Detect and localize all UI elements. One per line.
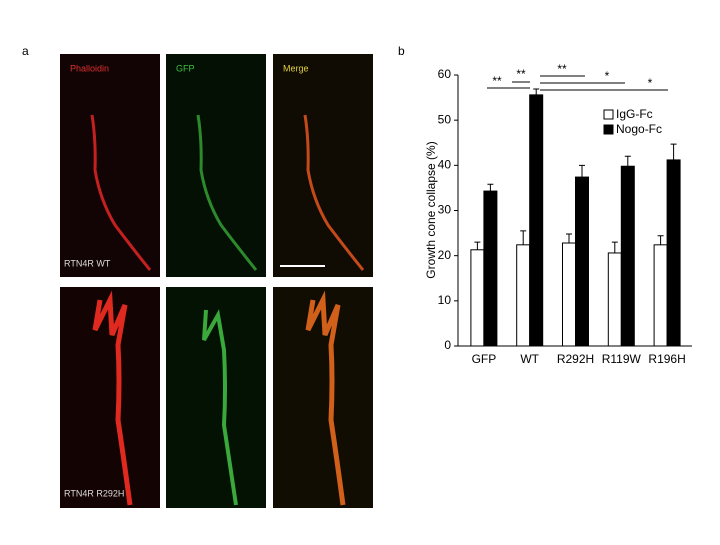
error-bar	[520, 230, 527, 245]
image-panel	[166, 287, 266, 508]
error-bar	[487, 183, 494, 192]
bar	[653, 244, 668, 347]
error-bar	[624, 155, 631, 167]
y-tick-label: 30	[438, 203, 452, 217]
bar	[620, 165, 635, 347]
y-tick-label: 60	[438, 67, 452, 81]
bar	[483, 190, 498, 347]
error-bar	[657, 235, 664, 245]
error-bar	[611, 241, 618, 253]
y-tick-label: 10	[438, 293, 452, 307]
row-label: RTN4R R292H	[64, 488, 124, 498]
image-panel	[166, 54, 266, 277]
panel-label: b	[398, 44, 405, 58]
bar	[666, 159, 681, 347]
neurite	[196, 114, 258, 271]
y-tick-label: 40	[438, 158, 452, 172]
annotation: **	[557, 62, 567, 76]
bar	[607, 252, 622, 347]
error-bar	[566, 233, 572, 244]
x-tick-label: R196H	[648, 352, 685, 366]
legend-swatch	[603, 109, 614, 120]
column-label: Merge	[283, 63, 309, 73]
growth-cone	[92, 290, 133, 506]
panel-label: a	[22, 44, 29, 58]
column-label: GFP	[176, 63, 195, 73]
legend-label: Nogo-Fc	[616, 122, 662, 136]
x-tick-label: GFP	[472, 352, 497, 366]
y-tick-label: 0	[444, 338, 451, 352]
bar	[529, 94, 544, 347]
growth-cone	[202, 309, 238, 506]
legend-swatch	[603, 124, 614, 135]
annotation: *	[648, 76, 653, 90]
legend-label: IgG-Fc	[616, 107, 653, 121]
y-tick-label: 20	[438, 248, 452, 262]
row-label: RTN4R WT	[64, 258, 111, 268]
annotation: **	[516, 67, 526, 81]
error-bar	[533, 88, 540, 95]
y-tick-label: 50	[438, 112, 452, 126]
x-tick-label: R119W	[602, 352, 642, 366]
image-panel	[60, 54, 160, 277]
bar	[470, 249, 485, 347]
growth-cone	[305, 290, 346, 506]
neurite	[303, 114, 365, 271]
image-panel	[273, 54, 373, 277]
error-bar	[474, 241, 481, 250]
error-bar	[579, 164, 585, 178]
column-label: Phalloidin	[70, 63, 109, 73]
micrographs: Phalloidin GFP Merge RTN4R WT RTN4R R292…	[60, 54, 373, 508]
significance	[487, 75, 668, 91]
annotation: **	[492, 74, 502, 88]
y-axis-label: Growth cone collapse (%)	[424, 141, 438, 278]
x-tick-label: WT	[520, 352, 539, 366]
bar	[562, 242, 576, 347]
bar	[575, 176, 589, 347]
error-bar	[670, 143, 677, 160]
neurite	[90, 114, 152, 271]
annotation: *	[605, 69, 610, 83]
bar	[516, 244, 531, 347]
x-tick-label: R292H	[557, 352, 594, 366]
